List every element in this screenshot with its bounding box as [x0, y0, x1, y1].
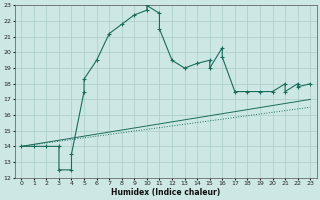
- X-axis label: Humidex (Indice chaleur): Humidex (Indice chaleur): [111, 188, 220, 197]
